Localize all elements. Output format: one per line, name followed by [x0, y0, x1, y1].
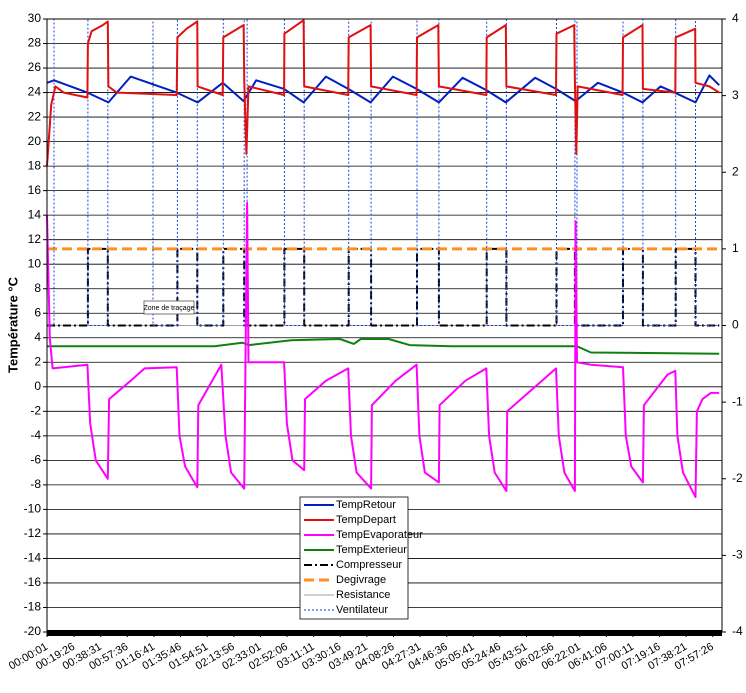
legend-label: Ventilateur	[336, 604, 388, 616]
annotation: Zone de traçage	[144, 305, 195, 312]
y-tick-label: -16	[24, 575, 42, 589]
y-tick-label: 22	[28, 109, 42, 123]
y-tick-label: 2	[34, 354, 41, 368]
y2-tick-label: -2	[732, 471, 743, 485]
x-axis	[47, 630, 722, 636]
y-tick-label: 28	[28, 36, 42, 50]
y-tick-label: 10	[28, 256, 42, 270]
y2-tick-label: -3	[732, 548, 743, 562]
series-line	[47, 18, 720, 326]
y-tick-label: -20	[24, 624, 42, 638]
legend: TempRetour TempDepart TempEvaporateur TempE…	[299, 496, 423, 620]
y-tick-label: -8	[30, 477, 41, 491]
y-tick-label: -6	[30, 453, 41, 467]
y-tick-label: 6	[34, 305, 41, 319]
series-line	[47, 338, 720, 355]
series-line	[46, 19, 720, 167]
lines-group	[46, 18, 720, 499]
legend-label: Degivrage	[336, 574, 386, 586]
legend-label: Resistance	[336, 589, 390, 601]
y-tick-label: 16	[28, 183, 42, 197]
y-tick-label: -10	[24, 502, 42, 516]
y-tick-label: 26	[28, 60, 42, 74]
annotation-box	[143, 300, 195, 315]
y-tick-label: 0	[34, 379, 41, 393]
y-axis-label: Température °C	[5, 276, 20, 373]
legend-label: TempDepart	[336, 514, 396, 526]
y-tick-label: 4	[34, 330, 41, 344]
y-tick-label: 20	[28, 134, 42, 148]
y2-tick-label: 3	[732, 88, 739, 102]
y-tick-label: -4	[30, 428, 41, 442]
y-tick-label: 14	[28, 207, 42, 221]
legend-label: TempRetour	[336, 499, 396, 511]
y-tick-label: -18	[24, 600, 42, 614]
y2-tick-label: -1	[732, 394, 743, 408]
y-tick-label: 18	[28, 158, 42, 172]
series-line	[46, 74, 720, 104]
legend-label: Compresseur	[336, 559, 402, 571]
y2-tick-label: -4	[732, 624, 743, 638]
legend-box	[299, 496, 409, 620]
y-tick-label: -2	[30, 403, 41, 417]
y-tick-label: 8	[34, 281, 41, 295]
y2-tick-label: 4	[732, 11, 739, 25]
y-tick-label: 12	[28, 232, 42, 246]
y-tick-label: 30	[28, 11, 42, 25]
y-tick-label: -12	[24, 526, 42, 540]
series-line	[46, 201, 720, 499]
y-tick-label: 24	[28, 85, 42, 99]
y2-tick-label: 0	[732, 318, 739, 332]
y2-tick-label: 2	[732, 164, 739, 178]
y2-tick-label: 1	[732, 241, 739, 255]
y-tick-label: -14	[24, 551, 42, 565]
legend-label: TempExterieur	[336, 544, 407, 556]
legend-label: TempEvaporateur	[336, 529, 423, 541]
